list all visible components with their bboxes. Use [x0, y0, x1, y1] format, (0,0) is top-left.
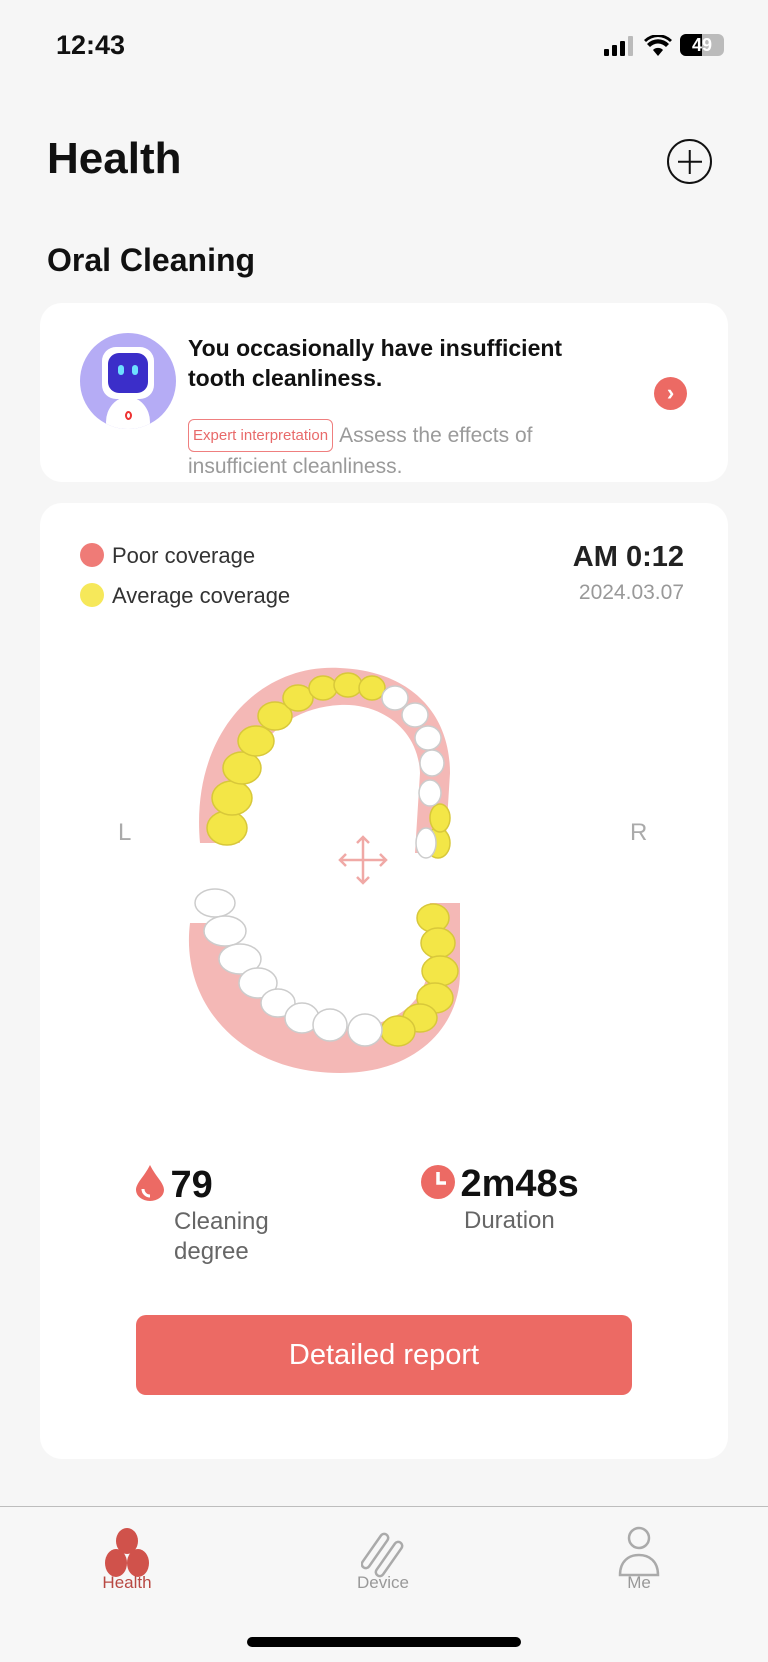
poor-dot-icon [80, 543, 104, 567]
tab-health[interactable]: Health [27, 1507, 227, 1592]
page-title: Health [47, 134, 182, 183]
move-icon[interactable] [336, 833, 390, 887]
tab-me[interactable]: Me [539, 1507, 739, 1592]
wifi-icon [644, 35, 672, 56]
status-icons: 49 [604, 34, 724, 56]
battery-icon: 49 [680, 34, 724, 56]
chevron-right-icon[interactable]: › [654, 377, 687, 410]
left-label: L [118, 819, 132, 846]
legend-poor: Poor coverage [80, 543, 255, 569]
tab-label: Health [102, 1573, 152, 1592]
duration-label: Duration [464, 1207, 555, 1234]
tab-device[interactable]: Device [283, 1507, 483, 1592]
toothbrush-device-icon [360, 1532, 404, 1578]
tab-label: Device [357, 1573, 409, 1592]
clock-icon [421, 1165, 455, 1199]
session-date: 2024.03.07 [578, 581, 684, 604]
cleaning-degree-value: 79 [170, 1164, 213, 1206]
insight-message: You occasionally have insufficient tooth… [188, 335, 563, 391]
average-dot-icon [80, 583, 104, 607]
legend-label: Poor coverage [112, 543, 256, 568]
report-card: Poor coverage Average coverage AM 0:12 2… [40, 503, 728, 1459]
expert-interpretation-tag[interactable]: Expert interpretation [188, 419, 334, 452]
insight-card[interactable]: You occasionally have insufficient tooth… [40, 303, 728, 482]
insight-detail-text: Assess the effects of insufficient clean… [188, 424, 533, 478]
plus-circle-icon[interactable] [667, 139, 712, 184]
tab-label: Me [627, 1573, 651, 1592]
legend-average: Average coverage [80, 583, 290, 609]
person-icon [618, 1526, 660, 1577]
drop-icon [136, 1165, 164, 1201]
battery-level: 49 [691, 35, 713, 55]
signal-icon [604, 36, 633, 56]
robot-avatar [80, 333, 176, 429]
teeth-model[interactable] [180, 653, 500, 1103]
cleaning-degree-label: Cleaning degree [174, 1208, 269, 1265]
legend-label: Average coverage [112, 583, 291, 608]
health-icon [105, 1528, 149, 1577]
detailed-report-button[interactable]: Detailed report [136, 1315, 632, 1395]
right-label: R [630, 819, 648, 846]
stat-duration: 2m48s Duration [420, 1163, 579, 1236]
stat-cleaning-degree: 79 Cleaning degree [134, 1163, 294, 1267]
section-title: Oral Cleaning [47, 242, 256, 278]
session-time: AM 0:12 [572, 541, 684, 573]
status-time: 12:43 [56, 30, 126, 60]
home-indicator [247, 1637, 521, 1647]
tab-bar: Health Device Me [0, 1506, 768, 1662]
duration-value: 2m48s [460, 1163, 579, 1205]
insight-detail: Expert interpretation Assess the effects … [188, 419, 608, 481]
